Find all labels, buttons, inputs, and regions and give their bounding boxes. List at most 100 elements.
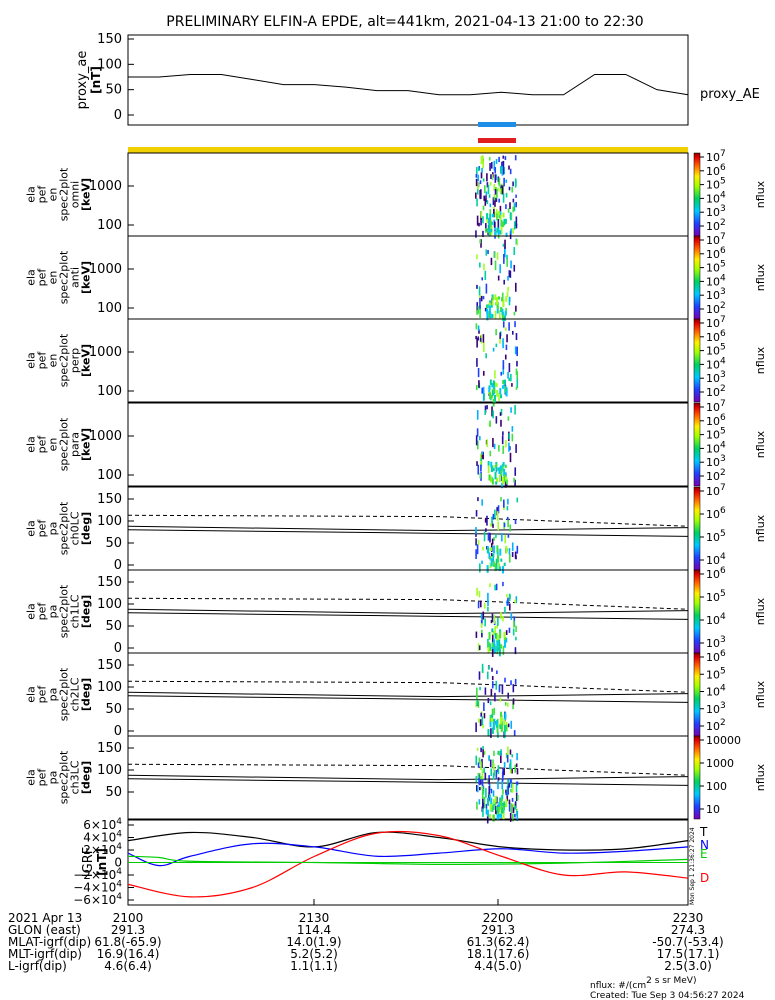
spec0-cbar-label: 107 (706, 149, 726, 164)
spec0-tick-label: 1000 (89, 179, 122, 194)
pa3-pixel (516, 768, 519, 775)
pa0-pixel (497, 521, 500, 531)
pa3-pixel (502, 806, 505, 814)
pa2-cbar-unit: nflux (754, 680, 767, 708)
pa3-pixel (514, 813, 516, 818)
spec3-pixel (481, 451, 483, 459)
footer-value: 291.3 (111, 923, 145, 937)
spec0-pixel (485, 191, 488, 196)
pa1-pixel (498, 639, 501, 647)
pa1-pixel (512, 628, 515, 636)
pa3-pixel (481, 775, 484, 781)
spec1-pixel (507, 275, 509, 281)
spec0-pixel (482, 230, 484, 238)
spec0-pixel (501, 162, 503, 167)
spec2-pixel (489, 379, 492, 385)
pa1-pixel (493, 614, 496, 624)
spec2-pixel (514, 321, 516, 328)
spec0-cbar-unit: nflux (754, 180, 767, 208)
spec0-pixel (515, 223, 518, 229)
pa0-pixel (487, 548, 490, 554)
pa0-pixel (492, 513, 495, 520)
spec0-pixel (513, 202, 516, 212)
pa2-pixel (490, 728, 492, 738)
igrf-tick-label: 0 (114, 856, 122, 870)
pa2-pixel (498, 684, 501, 693)
pa2-dashed-line (127, 680, 689, 693)
pa3-pixel (512, 803, 515, 808)
pa2-cbar-label: 106 (706, 649, 726, 664)
pa3-pixel (497, 804, 499, 808)
pa3-pixel (481, 795, 484, 800)
pa3-pixel (515, 792, 518, 801)
spec3-pixel (498, 444, 500, 452)
spec0-pixel (493, 160, 496, 171)
pa1-upper-line (127, 608, 689, 615)
spec0-cbar-label: 105 (706, 177, 726, 192)
spec3-pixel (484, 410, 486, 415)
spec0-pixel (487, 231, 489, 235)
pa0-pixel (508, 548, 511, 555)
pa2-pixel (504, 728, 506, 739)
spec3-pixel (500, 408, 503, 416)
spec2-ylabel: ela (25, 352, 38, 369)
pa2-ylabel: [deg] (80, 678, 93, 711)
pa1-pixel (492, 631, 495, 636)
spec1-pixel (480, 295, 483, 302)
pa3-pixel (509, 749, 512, 755)
spec2-pixel (491, 382, 494, 388)
pa3-pixel (475, 755, 478, 766)
pa2-pixel (500, 716, 503, 725)
spec0-pixel (494, 231, 497, 236)
pa3-pixel (511, 754, 514, 758)
spec0-pixel (497, 176, 500, 182)
pa1-pixel (494, 632, 497, 639)
spec2-pixel (475, 323, 478, 330)
spec3-pixel (495, 416, 498, 424)
pa2-pixel (504, 712, 507, 720)
pa1-cbar-label: 103 (706, 635, 726, 650)
pa3-pixel (494, 795, 497, 803)
spec1-pixel (489, 312, 492, 319)
spec1-pixel (488, 305, 491, 314)
spec2-pixel (482, 386, 485, 394)
spec1-pixel (485, 283, 488, 294)
spec1-cbar-label: 104 (706, 273, 726, 288)
spec1-frame (127, 235, 689, 320)
pa1-pixel (496, 637, 499, 643)
pa2-pixel (487, 729, 490, 737)
spec0-pixel (502, 193, 505, 203)
pa0-pixel (491, 538, 494, 545)
ae-frame (127, 34, 689, 126)
pa3-pixel (516, 794, 519, 801)
pa0-pixel (497, 505, 500, 514)
pa2-pixel (487, 665, 490, 670)
spec0-pixel (488, 232, 491, 236)
spec1-tick-label: 100 (97, 301, 122, 316)
pa1-pixel (515, 596, 518, 603)
pa0-pixel (490, 523, 492, 527)
pa1-pixel (505, 637, 508, 643)
pa3-pixel (495, 806, 498, 811)
spec1-pixel (479, 262, 481, 268)
spec3-pixel (494, 472, 497, 480)
spec0-pixel (509, 230, 512, 240)
pa3-pixel (483, 767, 485, 774)
spec0-pixel (514, 155, 517, 161)
spec1-ylabel: [keV] (80, 261, 93, 294)
spec0-pixel (489, 222, 492, 228)
pa3-pixel (505, 799, 508, 807)
pa3-pixel (483, 801, 486, 809)
spec0-pixel (497, 211, 500, 216)
spec0-pixel (495, 198, 498, 202)
spec3-pixel (504, 464, 507, 469)
pa0-pixel (492, 553, 495, 558)
pa1-pixel (514, 647, 517, 655)
spec2-pixel (516, 371, 518, 379)
pa2-pixel (491, 714, 494, 719)
pa0-tick-label: 150 (97, 492, 122, 507)
pa1-tick-label: 100 (97, 597, 122, 612)
spec3-pixel (489, 450, 492, 457)
pa1-pixel (508, 627, 511, 633)
pa3-pixel (510, 779, 513, 788)
